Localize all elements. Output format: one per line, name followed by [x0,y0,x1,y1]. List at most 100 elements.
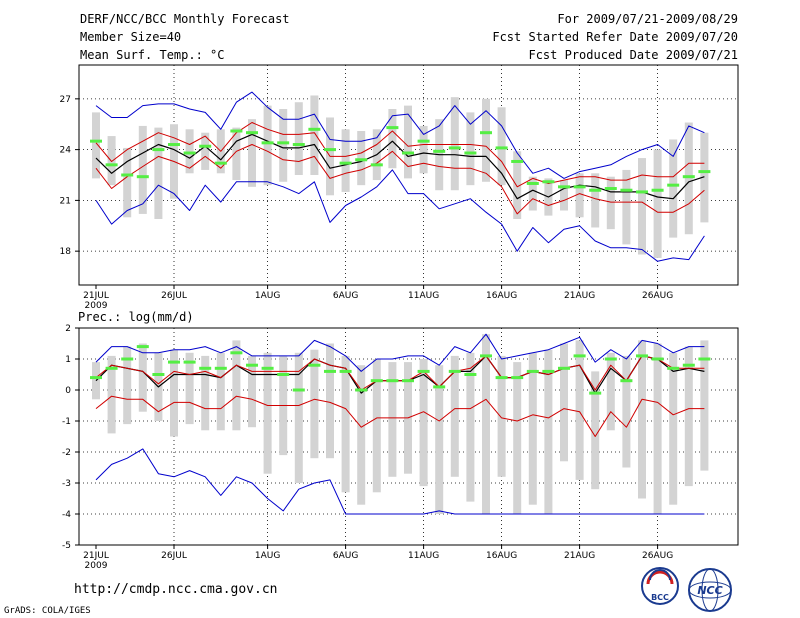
prec-observation-marker [230,351,243,355]
prec-observation-marker [620,379,633,383]
temp-member-range-bar [279,109,288,182]
temp-observation-marker [152,148,165,152]
prec-observation-marker [495,376,508,380]
temp-ensemble-mean-line [95,133,705,200]
precip-panel-label: Prec.: log(mm/d) [78,310,194,324]
prec-mean-plus-spread-line [95,355,705,391]
prec-observation-marker [573,354,586,358]
bcc-logo-text: BCC [651,593,669,602]
temp-observation-marker [667,183,680,187]
prec-observation-marker [152,373,165,376]
temp-observation-marker [168,143,180,147]
prec-mean-minus-spread-line [95,395,705,437]
member-size-label: Member Size=40 [80,30,182,44]
temperature-panel: 18 21 24 27 21JUL 26JUL 1AUG 6AUG 11AUG 16AUG 21AU… [60,64,739,311]
grads-credit: GrADS: COLA/IGES [4,606,91,616]
prec-member-range-bar [216,352,225,431]
temp-member-range-bar [700,132,709,223]
temp-observation-marker [386,126,399,130]
prec-max-line [95,333,705,372]
prec-observation-marker [246,363,258,367]
temp-max-line [95,91,705,179]
temp-observation-marker [277,141,290,145]
prec-observation-marker [682,363,695,367]
prec-member-range-bar [170,349,178,437]
prec-member-range-bar [138,343,147,412]
temp-observation-marker [558,185,570,189]
prec-observation-marker [402,379,414,383]
prec-year-label: 2009 [85,561,108,571]
footer-url[interactable]: http://cmdp.ncc.cma.gov.cn [74,582,278,597]
prec-member-range-bar [388,362,397,477]
prec-observation-marker [511,376,524,380]
prec-member-range-bar [466,352,475,502]
prec-member-range-bar [700,340,709,471]
prec-y-tick-label: -1 [62,417,71,427]
prec-member-range-bar [326,343,334,459]
temp-observation-marker [698,170,711,174]
prec-observation-marker [417,369,430,373]
temp-observation-marker [261,141,274,145]
prec-member-range-bar [591,371,600,490]
prec-member-range-bar [232,340,241,431]
prec-y-tick-label: 2 [65,324,71,334]
prec-observation-marker [526,369,539,373]
temp-x-tick-label: 6AUG [333,291,358,301]
prec-x-tick-label: 26JUL [161,551,187,561]
prec-member-range-bar [310,349,319,459]
temp-mean-plus-spread-line [95,122,705,188]
prec-member-range-bar [248,355,256,428]
produced-date-label: Fcst Produced Date 2009/07/21 [528,48,738,62]
prec-observation-marker [651,357,664,361]
prec-member-range-bar [357,365,366,505]
temp-observation-marker [402,151,414,155]
temp-y-tick-label: 18 [60,247,72,257]
prec-member-range-bar [201,355,210,431]
prec-member-range-bar [341,355,350,493]
temp-member-range-bar [185,129,194,174]
temp-member-range-bar [591,173,600,228]
prec-plot-frame [78,327,739,546]
temp-observation-marker [495,146,508,150]
temp-observation-marker [417,139,430,143]
prec-observation-marker [308,363,321,367]
temp-x-tick-label: 11AUG [408,291,439,301]
forecast-period-label: For 2009/07/21-2009/08/29 [557,12,738,26]
temp-observation-marker [480,131,492,135]
temp-member-range-bar [388,109,397,169]
prec-observation-marker [558,366,570,370]
prec-member-range-bar [528,352,537,505]
temp-observation-marker [355,158,368,162]
prec-member-range-bar [513,362,522,514]
prec-observation-marker [90,376,102,380]
temp-member-range-bar [294,102,303,175]
prec-member-range-bar [107,355,116,434]
temp-year-label: 2009 [85,301,108,311]
prec-member-range-bar [575,340,584,480]
temp-member-range-bar [560,180,568,211]
temp-y-tick-label: 24 [60,146,72,156]
temp-member-range-bar [341,129,350,192]
temp-observation-marker [542,180,555,184]
temp-observation-marker [230,129,243,133]
prec-y-tick-label: 1 [65,355,71,365]
temp-member-range-bar [232,127,241,181]
prec-observation-marker [339,369,352,373]
temp-member-range-bar [404,105,412,179]
prec-x-tick-label: 1AUG [255,551,280,561]
prec-observation-marker [183,360,196,364]
temp-member-range-bar [248,119,256,187]
temp-member-range-bar [528,176,537,211]
temp-observation-marker [433,149,446,153]
temp-member-range-bar [123,147,132,218]
prec-member-range-bar [497,355,506,477]
ncc-logo: NCC [688,568,732,612]
temp-member-range-bar [638,158,646,255]
temp-plot-frame [78,64,739,286]
temp-x-tick-label: 21AUG [564,291,595,301]
prec-member-range-bar [653,343,662,514]
temp-member-range-bar [684,122,693,235]
prec-member-range-bar [482,334,490,514]
prec-member-range-bar [185,352,194,425]
temp-observation-marker [464,151,477,155]
